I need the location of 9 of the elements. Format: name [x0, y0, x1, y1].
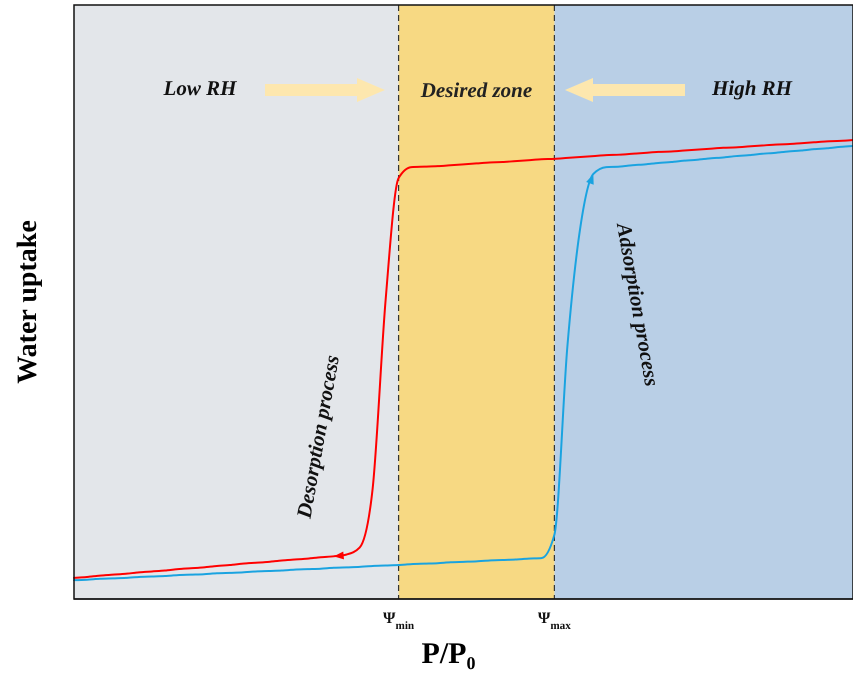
text: Low RH: [162, 76, 238, 100]
x-tick-label: Ψ$_{max}$: [538, 610, 572, 632]
x-tick-label: Ψ$_{min}$: [383, 610, 415, 632]
band-label: Desired zone: [420, 78, 532, 102]
annotation: Adsorption process: [612, 219, 664, 388]
text: High RH: [711, 76, 793, 100]
x-axis-title: P/P₀: [422, 637, 476, 670]
y-axis-title: Water uptake: [12, 220, 43, 384]
annotation: Desorption process: [292, 353, 344, 521]
